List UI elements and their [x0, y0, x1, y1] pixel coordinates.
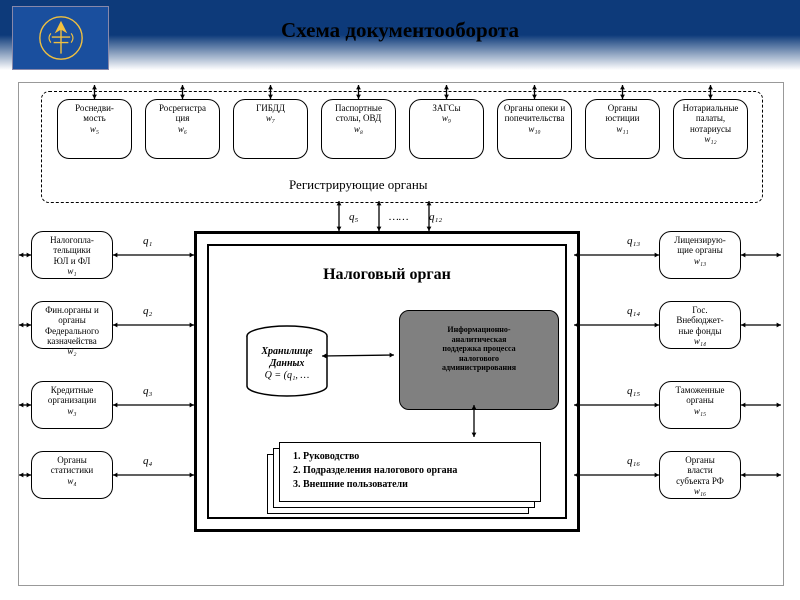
left-node: Налогопла-тельщикиЮЛ и ФЛw₁ — [31, 231, 113, 279]
q-label: q₁ — [143, 235, 152, 247]
q-label: q₃ — [143, 385, 152, 397]
q-top-label: q₅ — [349, 211, 358, 223]
q-label: q₁₆ — [627, 455, 640, 467]
q-top-label: …… — [389, 211, 409, 223]
right-node: Таможенныеорганыw₁₅ — [659, 381, 741, 429]
top-node: ЗАГСыw₉ — [409, 99, 484, 159]
top-node: Нотариальныепалаты,нотариусыw₁₂ — [673, 99, 748, 159]
top-node: Паспортныестолы, ОВДw₈ — [321, 99, 396, 159]
left-node: Органыстатистикиw₄ — [31, 451, 113, 499]
q-label: q₁₃ — [627, 235, 640, 247]
top-node: Росрегистрацияw₆ — [145, 99, 220, 159]
left-node: Фин.органы иорганыФедеральногоказначейст… — [31, 301, 113, 349]
top-node: Органыюстицииw₁₁ — [585, 99, 660, 159]
top-node: ГИБДДw₇ — [233, 99, 308, 159]
q-label: q₄ — [143, 455, 152, 467]
right-node: Органывластисубъекта РФw₁₆ — [659, 451, 741, 499]
right-node: Лицензирую-щие органыw₁₃ — [659, 231, 741, 279]
page-title: Схема документооборота — [0, 18, 800, 43]
header-band: Схема документооборота — [0, 0, 800, 70]
registering-bodies-label: Регистрирующие органы — [289, 177, 428, 193]
doc-text: 1. Руководство2. Подразделения налоговог… — [293, 450, 457, 492]
right-node: Гос.Внебюджет-ные фондыw₁₄ — [659, 301, 741, 349]
central-inner: Налоговый орган ХранилищеДанныхQ = (q₁, … — [207, 244, 567, 519]
central-title: Налоговый орган — [209, 266, 565, 284]
q-top-label: q₁₂ — [429, 211, 442, 223]
top-node: Органы опеки ипопечительстваw₁₀ — [497, 99, 572, 159]
central-block: Налоговый орган ХранилищеДанныхQ = (q₁, … — [194, 231, 580, 532]
left-node: Кредитныеорганизацииw₃ — [31, 381, 113, 429]
top-node: Роснедви-мостьw₅ — [57, 99, 132, 159]
q-label: q₁₅ — [627, 385, 640, 397]
document-stack: 1. Руководство2. Подразделения налоговог… — [279, 442, 539, 512]
q-label: q₂ — [143, 305, 152, 317]
diagram-canvas: Регистрирующие органы Роснедви-мостьw₅Ро… — [18, 82, 784, 586]
q-label: q₁₄ — [627, 305, 640, 317]
database-label: ХранилищеДанныхQ = (q₁, … — [242, 346, 332, 382]
grey-analytics-box: Информационно-аналитическаяподдержка про… — [399, 310, 559, 410]
